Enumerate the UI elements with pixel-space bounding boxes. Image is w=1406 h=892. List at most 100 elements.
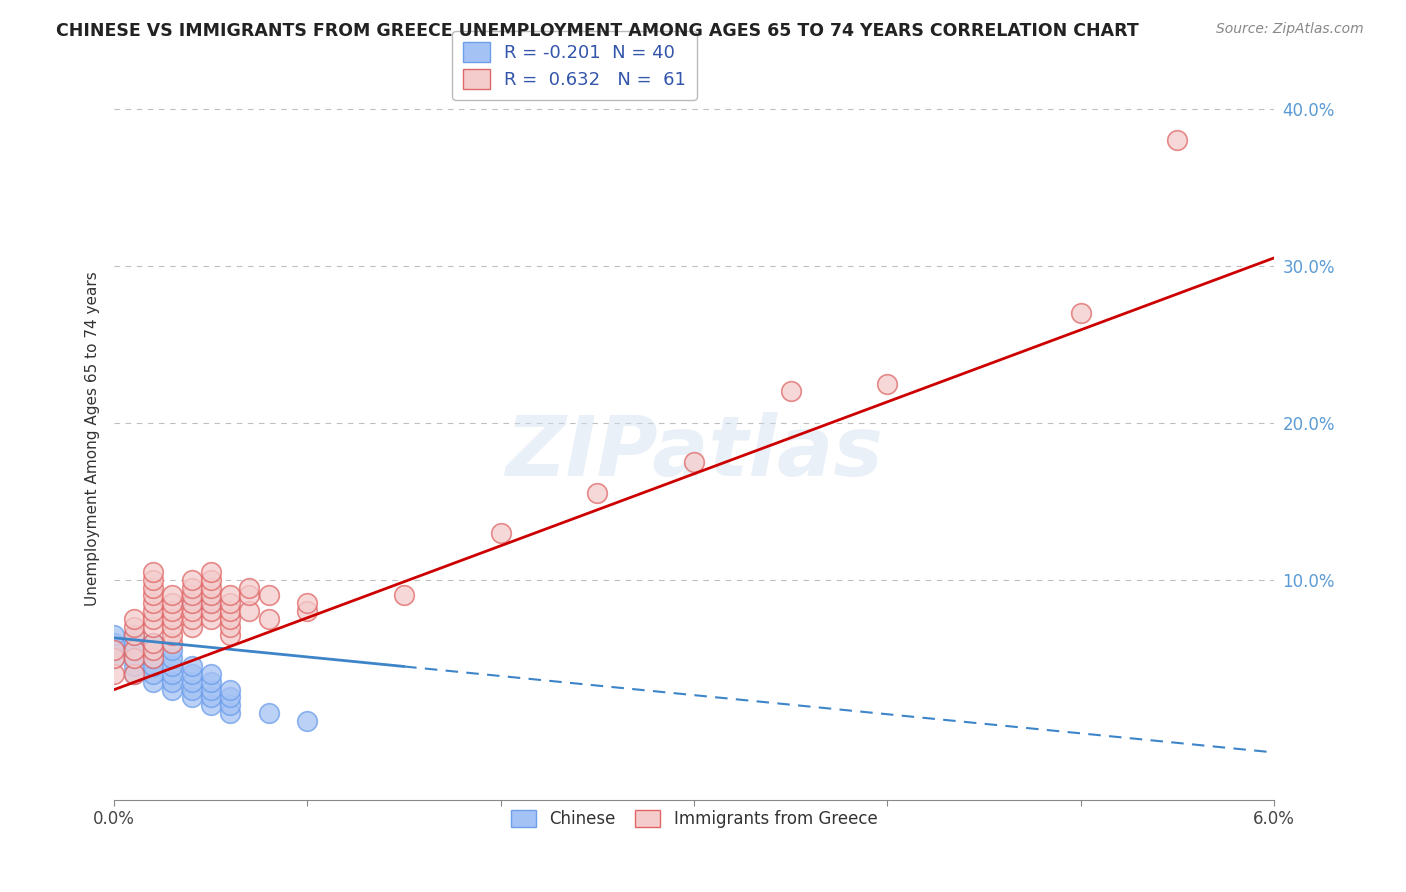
Point xyxy=(103,651,125,665)
Point xyxy=(142,651,165,665)
Point xyxy=(200,565,222,579)
Point xyxy=(160,596,183,610)
Point xyxy=(160,667,183,681)
Point xyxy=(200,581,222,595)
Point xyxy=(683,455,706,469)
Point xyxy=(142,596,165,610)
Point xyxy=(160,651,183,665)
Point xyxy=(160,682,183,697)
Point xyxy=(219,596,242,610)
Point xyxy=(219,698,242,713)
Point xyxy=(142,612,165,626)
Point xyxy=(238,604,260,618)
Point xyxy=(142,589,165,603)
Point xyxy=(238,589,260,603)
Point xyxy=(180,620,202,634)
Legend: Chinese, Immigrants from Greece: Chinese, Immigrants from Greece xyxy=(503,803,884,835)
Point xyxy=(200,690,222,705)
Point xyxy=(257,706,280,721)
Point xyxy=(122,612,145,626)
Point xyxy=(122,643,145,657)
Point xyxy=(122,651,145,665)
Point xyxy=(257,612,280,626)
Point xyxy=(122,667,145,681)
Point xyxy=(103,651,125,665)
Point xyxy=(160,628,183,642)
Point xyxy=(160,589,183,603)
Point xyxy=(180,682,202,697)
Point xyxy=(219,620,242,634)
Point xyxy=(219,589,242,603)
Point xyxy=(297,714,319,728)
Point xyxy=(103,628,125,642)
Point xyxy=(180,581,202,595)
Point xyxy=(219,706,242,721)
Point xyxy=(142,659,165,673)
Point xyxy=(142,674,165,689)
Point xyxy=(200,667,222,681)
Point xyxy=(200,698,222,713)
Point xyxy=(142,565,165,579)
Text: Source: ZipAtlas.com: Source: ZipAtlas.com xyxy=(1216,22,1364,37)
Point xyxy=(142,643,165,657)
Point xyxy=(142,667,165,681)
Point xyxy=(876,376,898,391)
Point xyxy=(103,635,125,649)
Point xyxy=(180,604,202,618)
Point xyxy=(122,628,145,642)
Point xyxy=(297,596,319,610)
Point xyxy=(219,682,242,697)
Point xyxy=(200,573,222,587)
Point xyxy=(103,643,125,657)
Point xyxy=(297,604,319,618)
Point xyxy=(160,604,183,618)
Point xyxy=(219,604,242,618)
Point xyxy=(180,589,202,603)
Point xyxy=(122,659,145,673)
Point xyxy=(200,596,222,610)
Point xyxy=(103,643,125,657)
Point xyxy=(200,674,222,689)
Point xyxy=(180,667,202,681)
Point xyxy=(200,682,222,697)
Point xyxy=(142,620,165,634)
Point xyxy=(142,635,165,649)
Point xyxy=(392,589,415,603)
Point xyxy=(180,674,202,689)
Point xyxy=(160,674,183,689)
Point xyxy=(180,690,202,705)
Point xyxy=(200,612,222,626)
Point xyxy=(219,628,242,642)
Point xyxy=(180,596,202,610)
Point xyxy=(180,612,202,626)
Point xyxy=(160,635,183,649)
Point xyxy=(219,690,242,705)
Point xyxy=(180,659,202,673)
Point xyxy=(257,589,280,603)
Point xyxy=(586,486,609,500)
Point xyxy=(1166,133,1188,147)
Point xyxy=(160,643,183,657)
Point xyxy=(219,612,242,626)
Point xyxy=(122,635,145,649)
Point xyxy=(200,604,222,618)
Point xyxy=(142,635,165,649)
Point xyxy=(180,596,202,610)
Point xyxy=(142,604,165,618)
Point xyxy=(1070,306,1092,320)
Point xyxy=(122,628,145,642)
Point xyxy=(122,667,145,681)
Point xyxy=(122,643,145,657)
Point xyxy=(142,573,165,587)
Point xyxy=(160,620,183,634)
Point xyxy=(238,581,260,595)
Point xyxy=(180,573,202,587)
Point xyxy=(779,384,801,399)
Point xyxy=(103,667,125,681)
Text: ZIPatlas: ZIPatlas xyxy=(505,412,883,493)
Point xyxy=(122,651,145,665)
Point xyxy=(142,651,165,665)
Point xyxy=(160,659,183,673)
Point xyxy=(142,643,165,657)
Point xyxy=(142,581,165,595)
